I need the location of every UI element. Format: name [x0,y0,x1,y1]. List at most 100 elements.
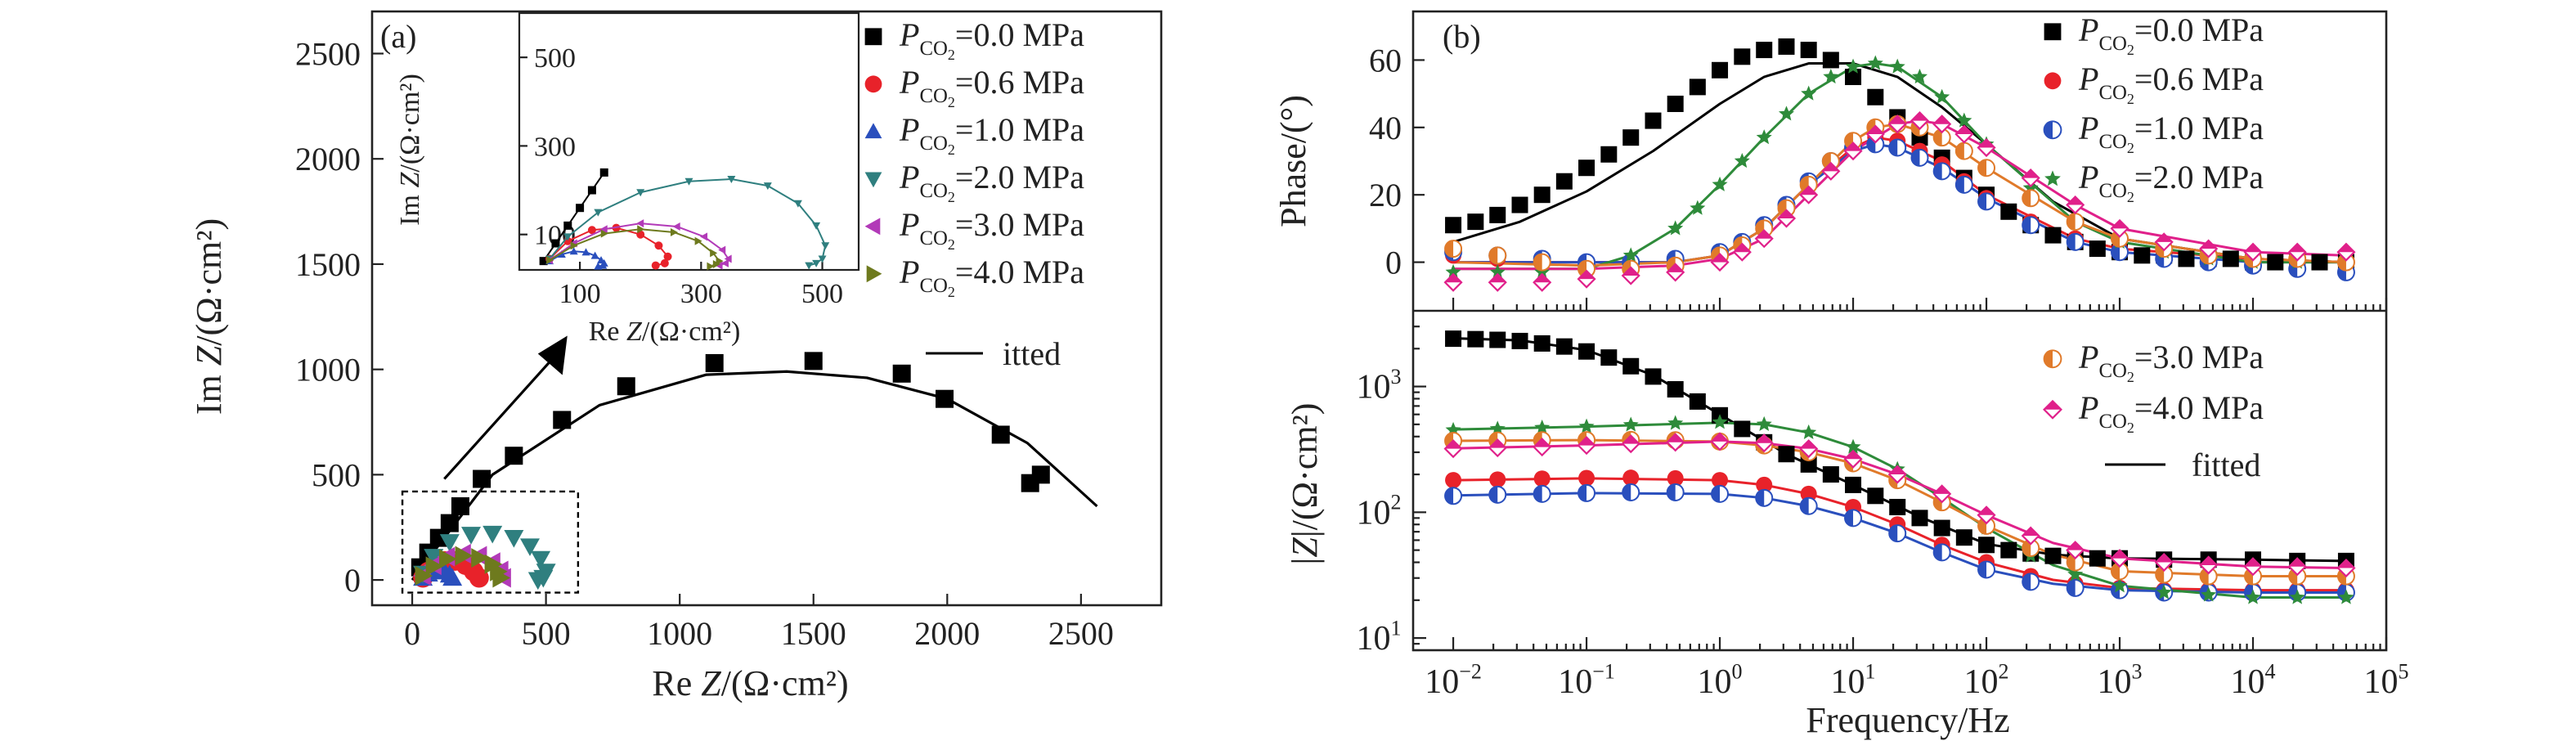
panel-a-legend-item-marker [864,172,882,188]
panel-b-bot-point [1887,465,1907,484]
panel-b-bot-point-fill [2156,554,2173,563]
panel-b-top-point [2044,227,2062,244]
inset-point [539,257,548,266]
panel-b-bot-point [1977,516,1996,535]
panel-b-bot-point [1756,415,1772,431]
panel-b-top-point [2243,242,2263,262]
inset-point [663,252,672,261]
inset-xlabel-text: Re Z/(Ω·cm²) [589,317,741,347]
panel-b-bot-point [1867,487,1884,505]
panel-a-point [440,514,459,532]
panel-b-bot-point [1578,343,1595,360]
panel-b-top-point [1756,129,1772,145]
panel-a-point [553,411,572,429]
inset-point [594,209,603,217]
panel-b-bot-point [2066,578,2085,597]
panel-b-bot-point-fill [2112,563,2120,580]
panel-b-top-point-fill [1489,247,1498,264]
panel-b-legend-item-marker-fill [2044,350,2053,368]
panel-b-bot-point [1845,438,1861,454]
panel-a-legend-item-marker [864,75,882,93]
inset-point [546,256,554,265]
panel-b-top-point [1843,141,1863,161]
panel-b-top-point [2022,216,2040,235]
panel-a-point [424,549,444,567]
panel-b-bot-point-fill [1578,484,1587,501]
panel-b-bot-point [2022,539,2040,558]
panel-a-series-0 [411,352,1050,577]
panel-b-xtick-label: 103 [2098,659,2143,701]
panel-b-top-point-fill [2067,196,2084,205]
panel-a-ytick-label: 1500 [295,246,361,283]
panel-b-bot-point [1801,424,1817,440]
inset-point [599,168,608,177]
panel-b-bot-point-fill [2067,554,2076,571]
panel-b-legend-item-marker [2044,170,2061,186]
panel-b-legend-item: PCO2=0.0 MPa [2044,11,2264,58]
panel-b-bot-point [2156,584,2172,600]
panel-a-series-5 [415,546,511,588]
inset-point [581,248,590,256]
panel-b-bot-point [2066,541,2085,560]
panel-b-xlabel-text: Frequency/Hz [1806,700,2009,740]
panel-a-legend-item-marker [866,265,882,283]
panel-b-bot-point-fill [1845,451,1862,460]
panel-b-bot-ylabel: |Z|/(Ω·cm²) [1285,403,1325,565]
panel-b-xtick-label: 101 [1831,659,1876,701]
panel-b-top-point [1776,209,1797,228]
panel-a-point [520,538,540,556]
panel-b-top-point [1845,69,1862,86]
panel-b-top-point [1932,162,1951,181]
panel-b-bot-point [1555,338,1573,355]
panel-b-top-point [2134,247,2151,264]
panel-b-top-point [1712,61,1729,79]
panel-b-bot-point-fill [1712,485,1721,502]
panel-b-bot-point [1445,330,1462,348]
panel-b-top-point [1467,213,1484,231]
panel-a-point [438,549,457,569]
panel-b-top-point [1622,129,1640,146]
panel-b-bot-point [1667,380,1684,397]
panel-b-top-point [2267,254,2284,271]
panel-a-point [415,565,433,586]
panel-b-bot-point [2338,589,2354,604]
panel-b-top-point-fill [1933,163,1942,180]
panel-b-top-point [2021,168,2040,188]
inset-point [660,258,669,267]
panel-b-top-point-fill [2067,233,2076,250]
panel-a-point [505,447,523,465]
panel-b-bot-point [2044,547,2062,564]
panel-a-ylabel: Im Z/(Ω·cm²) [189,218,229,415]
panel-b-bot-point [2289,589,2305,604]
inset-point [587,226,596,235]
panel-b-top-point [1778,38,1795,55]
panel-a-point [531,550,551,569]
inset-point [587,186,596,195]
panel-b-top-point-fill [1445,274,1462,283]
panel-b-top-point [1488,272,1507,292]
panel-b-bot-point-fill [2245,558,2262,567]
panel-b-top-point [1444,240,1463,258]
panel-b-legend-fit-label: fitted [2192,447,2260,483]
panel-b-bot-point-fill [1889,466,1906,475]
panel-a-ytick-label: 0 [344,562,361,599]
panel-b-top-point [1443,272,1463,292]
panel-b-top-point [2000,203,2017,220]
panel-b-top-point [1645,112,1662,129]
panel-b-top-point [1555,173,1573,190]
panel-b-top-point-fill [1845,142,1862,151]
panel-a-ytick-label: 2000 [295,141,361,177]
panel-a-fit-line [411,370,1098,582]
panel-b-bot-point-fill [1889,525,1898,542]
panel-b-top-point [1954,124,1974,144]
panel-a-xlabel-text: Re Z/(Ω·cm²) [652,663,848,703]
panel-a-point [425,556,444,577]
panel-b-legend-item: PCO2=4.0 MPa [2043,389,2264,436]
panel-b-bot-point [1444,487,1463,505]
panel-b-legend-item-marker [2043,399,2062,420]
panel-b-bot-point [1511,332,1528,349]
panel-b-legend-item: PCO2=1.0 MPa [2043,110,2264,156]
panel-a-legend-item-label: PCO2=2.0 MPa [899,159,1084,205]
